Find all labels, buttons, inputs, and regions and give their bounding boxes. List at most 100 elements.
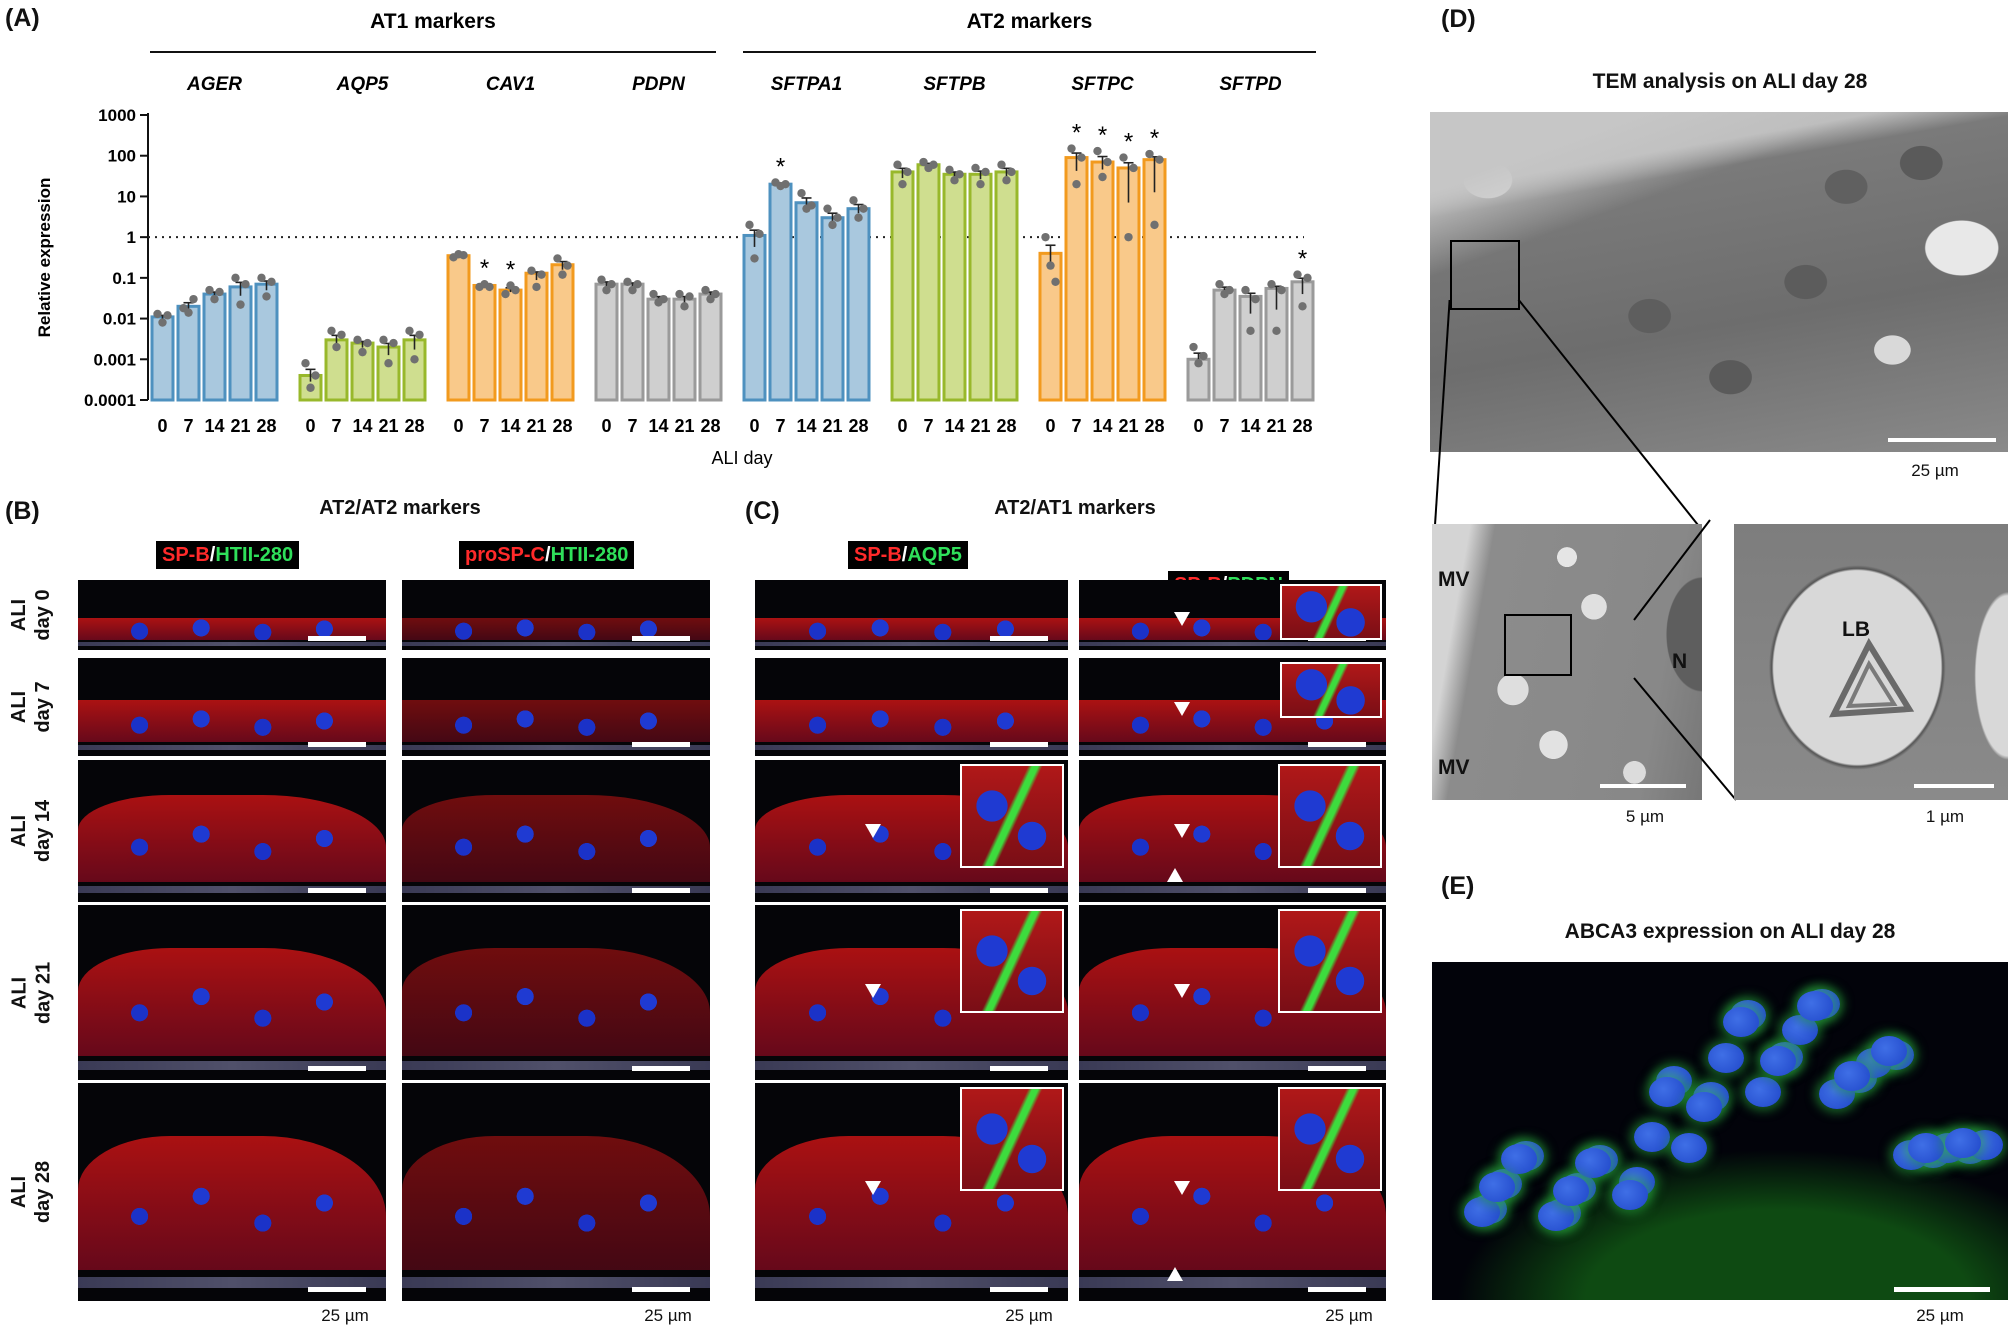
data-point: [389, 338, 398, 348]
y-tick-label: 0.01: [103, 310, 136, 329]
panel-d-label: (D): [1441, 5, 1476, 33]
data-point: [327, 326, 336, 336]
micrograph-b-spb-htii-row4: [78, 1083, 386, 1301]
x-tick-label: 21: [970, 416, 990, 436]
bar-ager-day7: [176, 304, 201, 402]
significance-star: *: [1098, 122, 1107, 149]
data-point: [532, 282, 541, 292]
nucleus: [1671, 1132, 1707, 1163]
series-sftpc: SFTPC 0 * 7 * 14 * 21 * 28: [1038, 74, 1167, 436]
data-point: [659, 294, 668, 304]
lamellar-body-lamellae: [1828, 637, 1915, 718]
data-point: [797, 189, 806, 198]
x-tick-label: 14: [648, 416, 668, 436]
micrograph-c-spb-pdpn-row2: [1079, 760, 1386, 902]
data-point: [1007, 167, 1016, 177]
micrograph-b-spb-htii-row2: [78, 760, 386, 902]
x-tick-label: 7: [479, 416, 489, 436]
x-tick-label: 14: [1092, 416, 1112, 436]
data-point: [1303, 273, 1312, 283]
tem-overview-image: [1430, 112, 2008, 452]
bar-pdpn-day28: [698, 292, 723, 402]
data-point: [1293, 270, 1302, 279]
significance-star: *: [480, 255, 489, 282]
data-point: [485, 282, 494, 292]
series-cav1: CAV1 0 * 7 * 14 21 28: [446, 74, 575, 436]
tem-zoom-connector-lines: [1434, 300, 1699, 526]
x-tick-label: 28: [404, 416, 424, 436]
bar-sftpd-day7: [1212, 288, 1237, 402]
nucleus: [1797, 990, 1833, 1021]
data-point: [337, 330, 346, 339]
data-point: [1051, 277, 1060, 287]
bar-sftpc-day7: [1064, 156, 1089, 402]
data-point: [1119, 153, 1128, 162]
data-point: [231, 273, 240, 283]
bar-sftpa1-day21: [820, 216, 845, 402]
x-tick-label: 0: [1193, 416, 1203, 436]
nucleus: [1686, 1091, 1722, 1122]
gene-label-aqp5: AQP5: [336, 74, 389, 95]
nucleus: [1575, 1148, 1611, 1178]
data-point: [501, 289, 510, 299]
data-point: [210, 294, 219, 304]
data-point: [898, 179, 907, 189]
panel-b-label: (B): [5, 497, 40, 525]
x-tick-label: 7: [1219, 416, 1229, 436]
data-point: [158, 318, 167, 327]
data-point: [1124, 232, 1133, 242]
data-point: [558, 270, 567, 279]
x-tick-label: 0: [157, 416, 167, 436]
arrowhead-marker: [1167, 868, 1183, 882]
data-point: [511, 285, 520, 295]
data-point: [1241, 285, 1250, 295]
row-label-0: ALI day 0: [7, 580, 55, 650]
nucleus: [1708, 1043, 1744, 1074]
arrowhead-marker: [865, 984, 881, 998]
data-point: [363, 338, 372, 348]
bar-cav1-day14: [498, 288, 523, 402]
bar-pdpn-day14: [646, 297, 671, 402]
data-point: [1189, 342, 1198, 352]
data-point: [971, 163, 980, 173]
panel-a-bar-chart: AT1 markers AT2 markers 1000 100 10 1 0.1 0.01 0…: [35, 10, 1316, 468]
data-point: [1077, 153, 1086, 162]
nucleus: [1464, 1197, 1500, 1227]
data-point: [781, 179, 790, 189]
bar-sftpa1-day28: [846, 207, 871, 402]
x-tick-label: 14: [204, 416, 224, 436]
arrowhead-marker: [865, 824, 881, 838]
data-point: [1145, 149, 1154, 159]
nucleus: [1834, 1061, 1870, 1092]
gene-label-pdpn: PDPN: [632, 74, 686, 95]
bar-pdpn-day0: [594, 282, 619, 402]
series-sftpb: SFTPB 0 7 14 21 28: [890, 74, 1019, 436]
data-point: [893, 160, 902, 169]
data-point: [563, 261, 572, 270]
bar-sftpb-day0: [890, 170, 915, 402]
data-point: [1225, 285, 1234, 295]
row-label-line2: day 21: [32, 961, 54, 1024]
data-point: [711, 289, 720, 299]
series-ager: AGER 0 7 14 21 28: [150, 74, 279, 436]
micrograph-b-prospc-htii-row1: [402, 658, 710, 756]
data-point: [807, 201, 816, 210]
gene-label-sftpd: SFTPD: [1219, 74, 1282, 95]
x-tick-label: 0: [749, 416, 759, 436]
y-tick-label: 0.001: [93, 350, 136, 369]
tem-overview-scale-text: 25 µm: [1911, 461, 1959, 480]
data-point: [1272, 326, 1281, 336]
data-point: [854, 213, 863, 222]
row-label-line1: ALI: [8, 690, 30, 724]
data-point: [1277, 285, 1286, 295]
micrograph-c-spb-pdpn-row4: [1079, 1083, 1386, 1301]
data-point: [353, 335, 362, 345]
x-tick-label: 7: [1071, 416, 1081, 436]
panel-d-title: TEM analysis on ALI day 28: [1592, 70, 1868, 93]
significance-star: *: [506, 256, 515, 283]
micrograph-c-spb-pdpn-row1: [1079, 658, 1386, 756]
panel-b-col2-marker-label: proSP-C/HTII-280: [459, 541, 635, 569]
x-tick-label: 21: [378, 416, 398, 436]
data-point: [1046, 261, 1055, 270]
tem-zoom-1um-scale-text: 1 µm: [1925, 807, 1965, 826]
